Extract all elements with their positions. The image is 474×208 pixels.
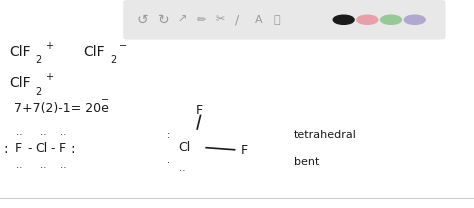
Text: ‥: ‥ bbox=[40, 127, 47, 137]
Text: Cl: Cl bbox=[36, 142, 48, 155]
Text: 2: 2 bbox=[36, 55, 42, 65]
Text: :: : bbox=[4, 142, 9, 156]
Text: ‥: ‥ bbox=[16, 127, 22, 137]
Text: F: F bbox=[15, 142, 22, 155]
Text: ClF: ClF bbox=[9, 45, 31, 59]
Text: F: F bbox=[195, 104, 203, 117]
Text: ✂: ✂ bbox=[216, 15, 225, 25]
Text: 2: 2 bbox=[110, 55, 117, 65]
Text: +: + bbox=[45, 72, 53, 82]
Text: ↺: ↺ bbox=[137, 13, 148, 27]
Text: ↻: ↻ bbox=[158, 13, 169, 27]
Text: 2: 2 bbox=[36, 87, 42, 97]
Text: ‥: ‥ bbox=[179, 163, 186, 173]
FancyBboxPatch shape bbox=[123, 0, 446, 40]
Text: A: A bbox=[255, 15, 262, 25]
Text: ClF: ClF bbox=[83, 45, 105, 59]
Circle shape bbox=[333, 15, 354, 24]
Text: .: . bbox=[167, 155, 170, 165]
Text: bent: bent bbox=[294, 157, 319, 167]
Text: ‥: ‥ bbox=[60, 127, 66, 137]
Text: ‥: ‥ bbox=[16, 160, 22, 170]
Text: −: − bbox=[101, 95, 109, 105]
Text: -: - bbox=[27, 142, 32, 155]
Text: ↗: ↗ bbox=[178, 15, 187, 25]
Text: /: / bbox=[235, 13, 239, 26]
Circle shape bbox=[357, 15, 378, 24]
Text: ⬜: ⬜ bbox=[274, 15, 281, 25]
Text: tetrahedral: tetrahedral bbox=[294, 130, 357, 140]
Text: ‥: ‥ bbox=[60, 160, 66, 170]
Text: F: F bbox=[240, 144, 248, 157]
Text: F: F bbox=[59, 142, 66, 155]
Text: +: + bbox=[45, 41, 53, 51]
Text: −: − bbox=[119, 41, 128, 51]
Circle shape bbox=[381, 15, 401, 24]
Text: ✏: ✏ bbox=[197, 15, 206, 25]
Text: ‥: ‥ bbox=[40, 160, 47, 170]
Text: :: : bbox=[167, 130, 170, 140]
Text: 7+7(2)-1= 20e: 7+7(2)-1= 20e bbox=[14, 102, 109, 115]
Text: -: - bbox=[51, 142, 55, 155]
Text: Cl: Cl bbox=[179, 141, 191, 154]
Text: :: : bbox=[70, 142, 75, 156]
Text: ClF: ClF bbox=[9, 76, 31, 90]
Circle shape bbox=[404, 15, 425, 24]
